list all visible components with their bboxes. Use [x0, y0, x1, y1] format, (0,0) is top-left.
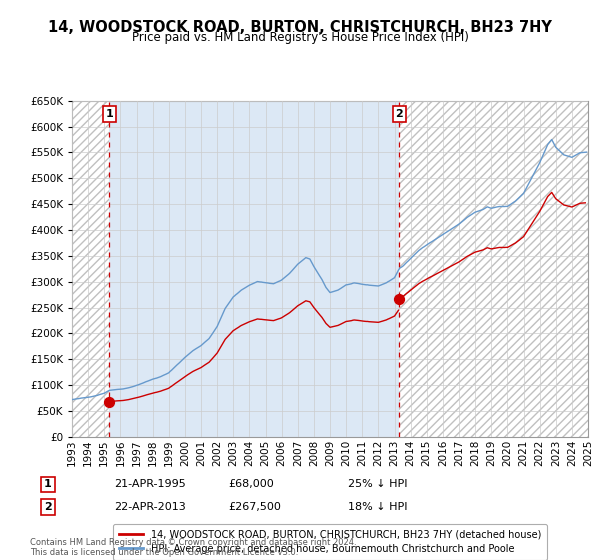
Text: £68,000: £68,000 — [228, 479, 274, 489]
Text: Price paid vs. HM Land Registry's House Price Index (HPI): Price paid vs. HM Land Registry's House … — [131, 31, 469, 44]
Bar — [72, 101, 109, 437]
Text: 2: 2 — [44, 502, 52, 512]
Bar — [400, 101, 588, 437]
Text: Contains HM Land Registry data © Crown copyright and database right 2024.
This d: Contains HM Land Registry data © Crown c… — [30, 538, 356, 557]
Text: 14, WOODSTOCK ROAD, BURTON, CHRISTCHURCH, BH23 7HY: 14, WOODSTOCK ROAD, BURTON, CHRISTCHURCH… — [48, 20, 552, 35]
Legend: 14, WOODSTOCK ROAD, BURTON, CHRISTCHURCH, BH23 7HY (detached house), HPI: Averag: 14, WOODSTOCK ROAD, BURTON, CHRISTCHURCH… — [113, 524, 547, 559]
Text: 1: 1 — [106, 109, 113, 119]
Text: £267,500: £267,500 — [228, 502, 281, 512]
Bar — [109, 101, 400, 437]
Text: 18% ↓ HPI: 18% ↓ HPI — [348, 502, 407, 512]
Text: 22-APR-2013: 22-APR-2013 — [114, 502, 186, 512]
Text: 21-APR-1995: 21-APR-1995 — [114, 479, 186, 489]
Text: 25% ↓ HPI: 25% ↓ HPI — [348, 479, 407, 489]
Point — [104, 397, 114, 406]
Text: 2: 2 — [395, 109, 403, 119]
Text: 1: 1 — [44, 479, 52, 489]
Point — [395, 294, 404, 303]
